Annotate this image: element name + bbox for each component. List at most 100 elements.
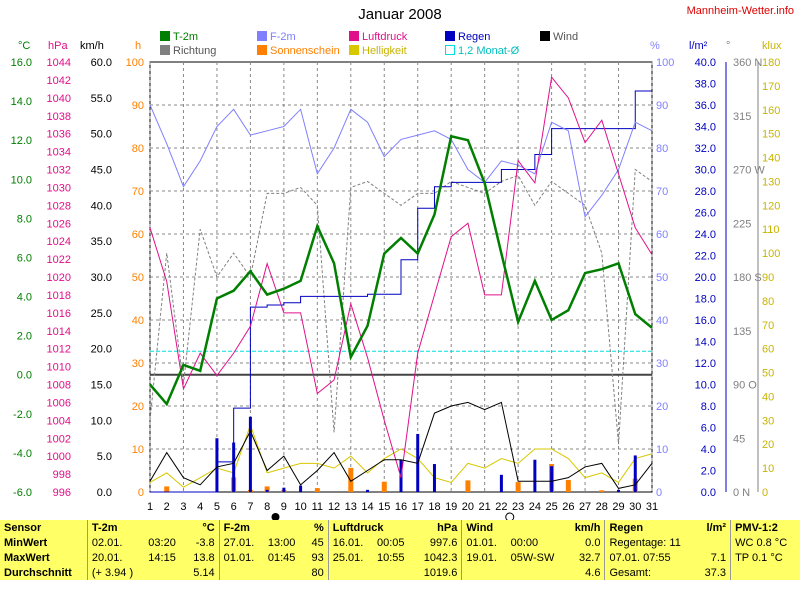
y-tick-label: 30 — [656, 358, 668, 370]
y-tick-label: 130 — [762, 176, 780, 188]
legend-label: T-2m — [173, 31, 199, 43]
y-tick-label: 100 — [126, 57, 144, 69]
stats-cell — [264, 565, 305, 580]
y-tick-label: 1028 — [47, 200, 71, 212]
legend-label: Luftdruck — [362, 31, 408, 43]
stats-cell: Gesamt: — [604, 565, 697, 580]
stats-cell: 5.14 — [193, 566, 215, 579]
y-tick-label: 1004 — [47, 415, 71, 427]
y-tick-label: 360 N — [733, 57, 762, 69]
rain-bar — [248, 416, 252, 492]
y-tick-label: 2.0 — [17, 331, 32, 343]
y-tick-label: 30.0 — [91, 272, 112, 284]
sunshine-bar — [465, 480, 471, 492]
y-tick-label: 1044 — [47, 57, 71, 69]
rain-bar — [366, 489, 370, 492]
y-tick-label: 1000 — [47, 451, 71, 463]
legend-item: Wind — [540, 31, 578, 43]
y-tick-label: 28.0 — [695, 186, 716, 198]
series-line-direction — [149, 168, 653, 445]
rain-bar — [265, 489, 269, 492]
x-tick-label: 21 — [479, 501, 491, 513]
y-tick-label: 20 — [132, 401, 144, 413]
y-tick-label: -6.0 — [13, 487, 32, 499]
y-tick-label: 40 — [656, 315, 668, 327]
x-tick-label: 18 — [428, 501, 440, 513]
series-line-pressure — [149, 76, 653, 478]
y-tick-label: 20 — [762, 439, 774, 451]
site-link[interactable]: Mannheim-Wetter.info — [686, 5, 794, 17]
legend-item: Luftdruck — [349, 31, 407, 43]
x-tick-label: 6 — [231, 501, 237, 513]
sunshine-bar — [264, 486, 270, 492]
y-tick-label: -2.0 — [13, 409, 32, 421]
stats-cell: 01:45 — [267, 551, 296, 564]
legend-label: Regen — [458, 31, 491, 43]
y-tick-label: 60 — [762, 344, 774, 356]
series-line-humidity — [149, 104, 653, 218]
y-tick-label: 60 — [132, 229, 144, 241]
y-tick-label: 20 — [656, 401, 668, 413]
y-tick-label: 1036 — [47, 129, 71, 141]
y-tick-label: 1030 — [47, 182, 71, 194]
y-tick-label: 10.0 — [91, 415, 112, 427]
y-tick-label: 170 — [762, 81, 780, 93]
stats-header-t2m-unit: °C — [202, 521, 215, 534]
axis-unit-sun: h — [135, 40, 142, 52]
x-tick-label: 24 — [529, 501, 541, 513]
sunshine-bar — [314, 488, 320, 492]
y-tick-label: 1016 — [47, 308, 71, 320]
new-moon-icon — [271, 513, 280, 520]
x-tick-label: 20 — [462, 501, 474, 513]
stats-cell: 19.01. — [461, 550, 507, 565]
stats-cell: 7.1 — [710, 551, 727, 564]
stats-cell — [218, 565, 264, 580]
y-tick-label: 0 — [138, 487, 144, 499]
sunshine-bar — [565, 479, 571, 492]
y-tick-label: 70 — [132, 186, 144, 198]
x-tick-label: 10 — [294, 501, 306, 513]
y-tick-label: 160 — [762, 105, 780, 117]
stats-cell: 32.7 — [579, 551, 601, 564]
y-tick-label: 1042 — [47, 75, 71, 87]
x-tick-label: 29 — [612, 501, 624, 513]
stats-cell — [461, 565, 507, 580]
y-tick-label: 0 N — [733, 487, 750, 499]
y-tick-label: 90 — [762, 272, 774, 284]
stats-cell — [696, 535, 730, 550]
stats-header-sensor: Sensor — [4, 521, 42, 534]
x-tick-label: 23 — [512, 501, 524, 513]
y-tick-label: 80 — [762, 296, 774, 308]
y-tick-label: 70 — [656, 186, 668, 198]
rain-bar — [232, 442, 236, 492]
stats-header-pressure: Luftdruck — [327, 520, 414, 535]
y-tick-label: 180 — [762, 57, 780, 69]
stats-cell: 27.01. — [218, 535, 264, 550]
stats-cell: 1019.6 — [423, 566, 458, 579]
y-tick-label: 80 — [132, 143, 144, 155]
y-tick-label: 6.0 — [17, 252, 32, 264]
y-tick-label: 34.0 — [695, 122, 716, 134]
y-tick-label: 6.0 — [701, 423, 716, 435]
y-tick-label: 10 — [762, 463, 774, 475]
stats-cell — [373, 565, 414, 580]
y-tick-label: 1014 — [47, 326, 71, 338]
x-tick-label: 12 — [328, 501, 340, 513]
sunshine-bar — [599, 490, 605, 492]
legend-swatch — [257, 31, 267, 41]
legend-swatch — [160, 45, 170, 55]
stats-header-pressure-unit: hPa — [437, 521, 458, 534]
y-tick-label: -4.0 — [13, 448, 32, 460]
stats-cell: 01.01. — [461, 535, 507, 550]
x-tick-label: 19 — [445, 501, 457, 513]
stats-header-row: Sensor T-2m °C F-2m % Luftdruck hPa Wind… — [0, 520, 800, 535]
y-tick-label: 40.0 — [91, 200, 112, 212]
legend-label: F-2m — [270, 31, 296, 43]
x-axis-ticks: 1 2 3 4 5 6 7 8 9 10 11 12 13 14 15 16 17 18 19 20 21 22 23 24 2… — [147, 501, 658, 520]
axis-unit-wind: km/h — [80, 40, 104, 52]
stats-cell: 37.3 — [704, 566, 727, 579]
x-tick-label: 17 — [412, 501, 424, 513]
y-tick-label: 60.0 — [91, 57, 112, 69]
stats-cell: 00:00 — [510, 536, 539, 549]
y-tick-label: 30 — [132, 358, 144, 370]
